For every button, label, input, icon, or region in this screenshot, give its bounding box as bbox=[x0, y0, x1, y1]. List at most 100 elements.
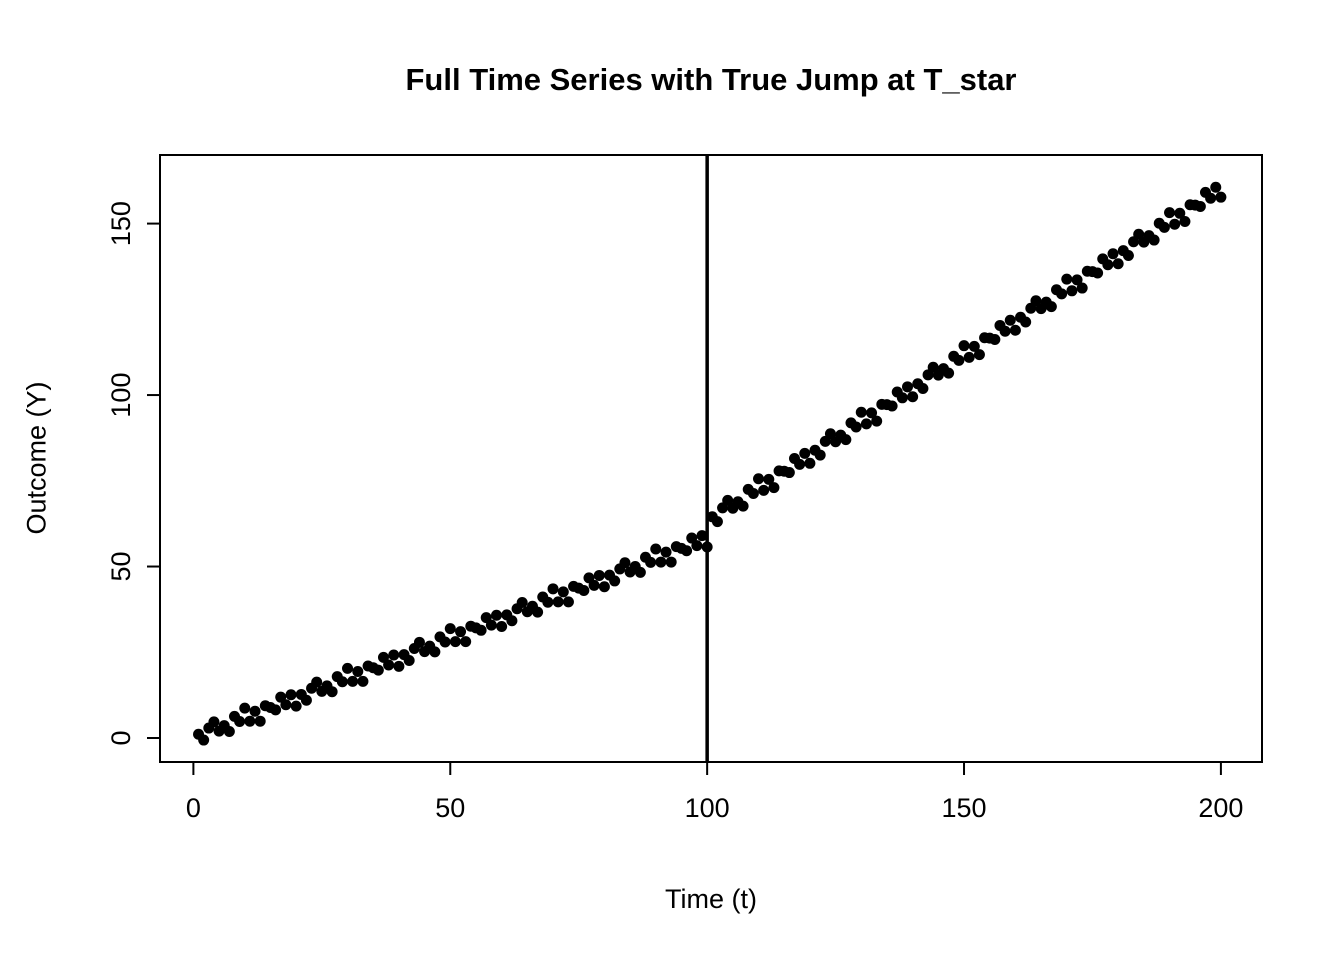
data-point bbox=[927, 361, 939, 373]
data-point bbox=[593, 569, 605, 581]
data-point bbox=[850, 421, 862, 433]
data-point bbox=[907, 391, 919, 403]
chart-title: Full Time Series with True Jump at T_sta… bbox=[405, 62, 1017, 97]
data-point bbox=[1056, 288, 1068, 300]
data-point bbox=[403, 654, 415, 666]
data-point bbox=[388, 649, 400, 661]
data-point bbox=[496, 621, 508, 633]
data-point bbox=[342, 662, 354, 674]
data-point bbox=[943, 367, 955, 379]
scatter-points bbox=[193, 181, 1227, 746]
data-point bbox=[208, 716, 220, 728]
data-point bbox=[285, 689, 297, 701]
data-point bbox=[660, 546, 672, 558]
x-axis-title: Time (t) bbox=[665, 884, 757, 914]
data-point bbox=[814, 449, 826, 461]
data-point bbox=[737, 500, 749, 512]
y-tick-label: 150 bbox=[106, 201, 136, 246]
data-point bbox=[1158, 221, 1170, 233]
data-point bbox=[336, 676, 348, 688]
data-point bbox=[1169, 218, 1181, 230]
data-point bbox=[1122, 249, 1134, 261]
data-point bbox=[588, 579, 600, 591]
y-tick-label: 0 bbox=[106, 730, 136, 745]
data-point bbox=[804, 457, 816, 469]
data-point bbox=[357, 675, 369, 687]
data-point bbox=[1148, 234, 1160, 246]
data-point bbox=[1194, 200, 1206, 212]
data-point bbox=[681, 545, 693, 557]
data-point bbox=[701, 541, 713, 553]
data-point bbox=[902, 381, 914, 393]
data-point bbox=[223, 725, 235, 737]
data-point bbox=[1210, 181, 1222, 193]
data-point bbox=[455, 626, 467, 638]
x-tick-label: 50 bbox=[435, 793, 465, 823]
data-point bbox=[244, 715, 256, 727]
data-point bbox=[799, 447, 811, 459]
y-axis-title: Outcome (Y) bbox=[21, 381, 52, 535]
data-point bbox=[1030, 295, 1042, 307]
data-point bbox=[1045, 301, 1057, 313]
data-point bbox=[547, 583, 559, 595]
data-point bbox=[963, 351, 975, 363]
data-point bbox=[1092, 267, 1104, 279]
x-tick-label: 100 bbox=[685, 793, 730, 823]
data-point bbox=[1061, 273, 1073, 285]
data-point bbox=[768, 482, 780, 494]
data-point bbox=[542, 596, 554, 608]
data-point bbox=[300, 694, 312, 706]
data-point bbox=[578, 585, 590, 597]
data-point bbox=[824, 428, 836, 440]
data-point bbox=[1071, 274, 1083, 286]
data-point bbox=[609, 575, 621, 587]
data-point bbox=[794, 458, 806, 470]
data-point bbox=[1174, 207, 1186, 219]
data-point bbox=[562, 596, 574, 608]
data-point bbox=[665, 556, 677, 568]
data-point bbox=[393, 660, 405, 672]
data-point bbox=[439, 636, 451, 648]
data-point bbox=[532, 606, 544, 618]
data-point bbox=[1004, 314, 1016, 326]
data-point bbox=[475, 624, 487, 636]
data-point bbox=[958, 340, 970, 352]
data-point bbox=[1179, 216, 1191, 228]
data-point bbox=[753, 473, 765, 485]
data-point bbox=[650, 543, 662, 555]
data-point bbox=[711, 516, 723, 528]
data-point bbox=[691, 540, 703, 552]
data-point bbox=[1112, 258, 1124, 270]
y-tick-label: 50 bbox=[106, 552, 136, 582]
data-point bbox=[290, 700, 302, 712]
data-point bbox=[722, 494, 734, 506]
data-point bbox=[758, 484, 770, 496]
data-point bbox=[352, 665, 364, 677]
data-point bbox=[886, 400, 898, 412]
data-point bbox=[347, 675, 359, 687]
data-point bbox=[917, 383, 929, 395]
y-tick-label: 100 bbox=[106, 373, 136, 418]
data-point bbox=[1020, 316, 1032, 328]
data-point bbox=[270, 704, 282, 716]
data-point bbox=[1009, 324, 1021, 336]
data-point bbox=[372, 664, 384, 676]
data-point bbox=[413, 636, 425, 648]
data-point bbox=[249, 705, 261, 717]
data-point bbox=[1133, 228, 1145, 240]
data-point bbox=[896, 392, 908, 404]
data-point bbox=[763, 473, 775, 485]
data-point bbox=[449, 636, 461, 648]
data-point bbox=[491, 609, 503, 621]
data-point bbox=[429, 646, 441, 658]
data-point bbox=[840, 434, 852, 446]
x-tick-label: 0 bbox=[186, 793, 201, 823]
data-point bbox=[198, 734, 210, 746]
x-tick-label: 150 bbox=[941, 793, 986, 823]
data-point bbox=[783, 467, 795, 479]
data-point bbox=[989, 334, 1001, 346]
data-point bbox=[234, 716, 246, 728]
data-point bbox=[1076, 282, 1088, 294]
